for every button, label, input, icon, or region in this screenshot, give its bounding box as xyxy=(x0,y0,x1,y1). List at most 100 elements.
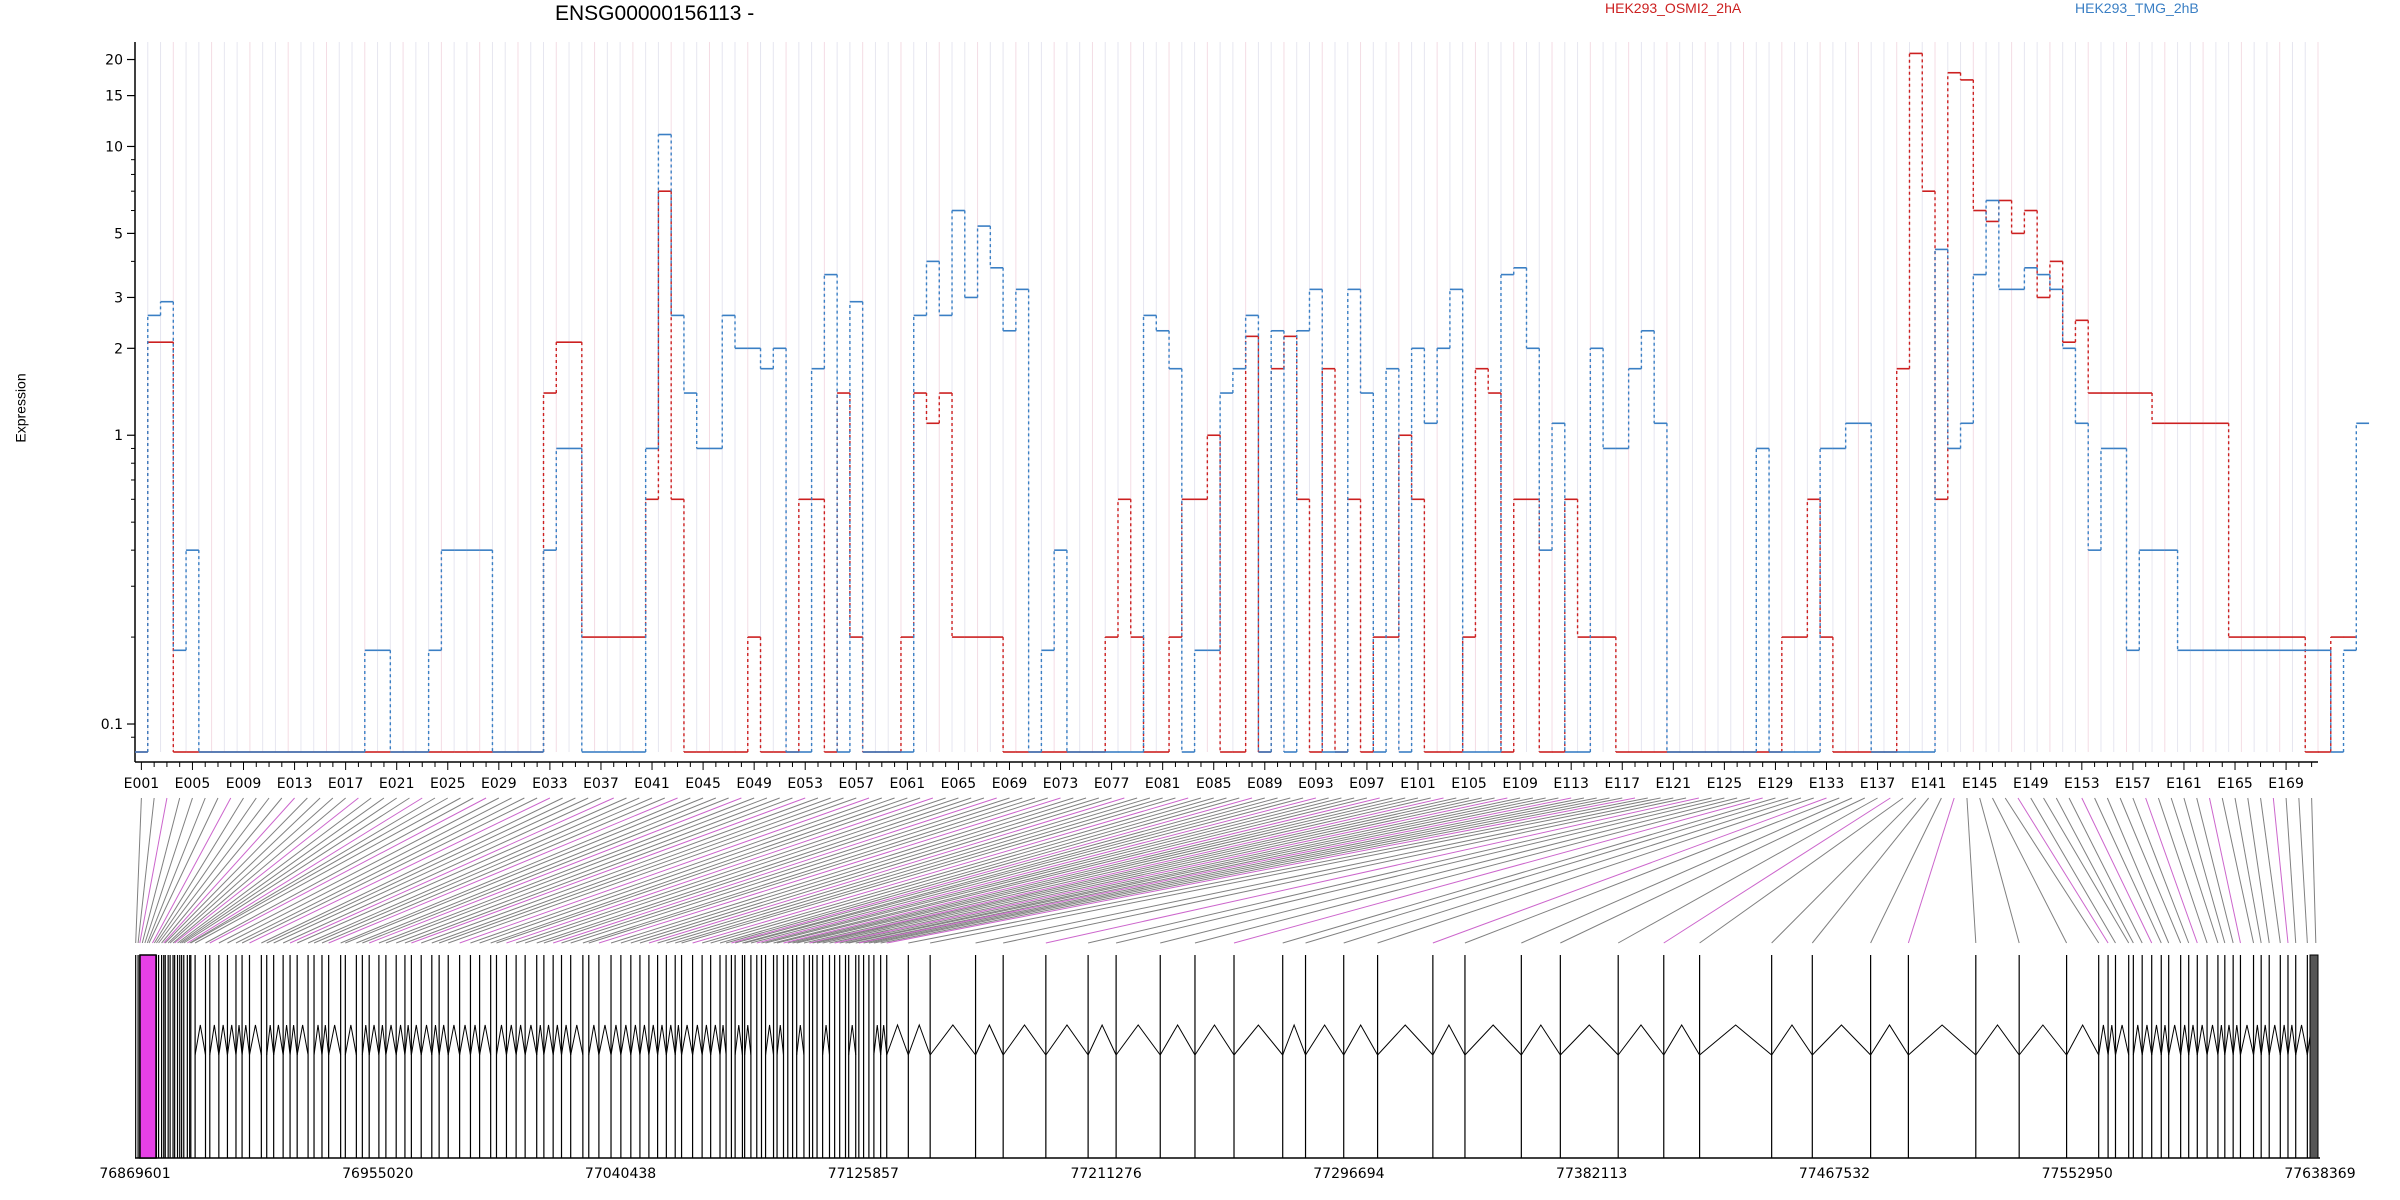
exon-stripes xyxy=(134,42,2319,752)
x-tick-label: E073 xyxy=(1043,776,1079,792)
exon-connector xyxy=(459,797,870,944)
intron-chevron xyxy=(273,1024,284,1056)
exon-connector xyxy=(431,797,831,944)
exon-connector xyxy=(1560,797,1866,944)
genomic-tick-label: 77552950 xyxy=(2042,1166,2113,1182)
exon-connector xyxy=(2119,797,2182,944)
exon-connector xyxy=(536,797,972,944)
genomic-tick-labels: 76869601 76955020 77040438 77125857 77211276… xyxy=(99,1166,2355,1182)
intron-chevron xyxy=(2279,1024,2289,1056)
exon-connector xyxy=(2183,797,2226,944)
exon-connector xyxy=(139,797,168,944)
exon-connector xyxy=(868,797,1597,944)
exon-connector xyxy=(404,797,793,944)
intron-chevron xyxy=(1194,1024,1235,1056)
x-tick-label: E105 xyxy=(1451,776,1487,792)
exon-connector xyxy=(588,797,1048,944)
exon-connector xyxy=(241,797,538,944)
intron-chevron xyxy=(681,1024,694,1056)
x-tick-label: E145 xyxy=(1962,776,1998,792)
y-tick-label: 1 xyxy=(114,428,123,444)
exon-connector xyxy=(515,797,946,944)
intron-chevron xyxy=(226,1024,237,1056)
y-tick-label: 10 xyxy=(105,139,123,155)
exon-connector xyxy=(205,797,474,944)
intron-chevron xyxy=(1464,1024,1522,1056)
exon-connector xyxy=(803,797,1431,944)
intron-chevron xyxy=(610,1024,622,1056)
x-tick-label: E029 xyxy=(481,776,517,792)
exon-connector xyxy=(181,797,397,944)
intron-chevron xyxy=(2196,1024,2208,1056)
exon-connector xyxy=(1343,797,1802,944)
intron-chevron xyxy=(2018,1024,2067,1056)
exon-connector xyxy=(174,797,359,944)
y-tick-label: 5 xyxy=(114,226,123,242)
exon-connector xyxy=(776,797,1368,944)
exon-connector xyxy=(266,797,576,944)
y-tick-label: 3 xyxy=(114,290,123,306)
intron-chevron xyxy=(2107,1024,2116,1056)
intron-chevron xyxy=(701,1024,712,1056)
exon-connector xyxy=(396,797,780,944)
intron-chevron xyxy=(639,1024,650,1056)
intron-chevron xyxy=(505,1024,517,1056)
intron-chevron xyxy=(1377,1024,1434,1056)
exon-connector xyxy=(438,797,844,944)
exon-connector xyxy=(734,797,1265,944)
intron-chevron xyxy=(2098,1024,2109,1056)
exon-connector xyxy=(2132,797,2190,944)
exon-connector xyxy=(666,797,1151,944)
legend-series-1: HEK293_OSMI2_2hA xyxy=(1605,0,1742,16)
exon-connector xyxy=(639,797,1112,944)
exon-connector xyxy=(1377,797,1814,944)
intron-chevron xyxy=(2217,1024,2226,1056)
intron-chevron xyxy=(1617,1024,1665,1056)
exon-connector xyxy=(356,797,717,944)
intron-chevron xyxy=(907,1023,931,1056)
exon-connector xyxy=(816,797,1470,944)
intron-chevron xyxy=(796,1024,805,1056)
exon-connector xyxy=(296,797,627,944)
exon-connector xyxy=(701,797,1202,944)
exon-connector xyxy=(2157,797,2208,944)
exon-connector xyxy=(169,797,334,944)
exon-connector xyxy=(710,797,1214,944)
intron-chevron xyxy=(1045,1024,1089,1056)
intron-chevron xyxy=(235,1024,243,1056)
intron-chevron xyxy=(692,1024,703,1056)
x-tick-label: E129 xyxy=(1758,776,1794,792)
exon-connector xyxy=(1464,797,1840,944)
intron-chevron xyxy=(1233,1024,1284,1056)
intron-chevron xyxy=(296,1024,309,1056)
intron-chevron xyxy=(431,1024,440,1056)
x-tick-label: E121 xyxy=(1656,776,1692,792)
x-tick-label: E069 xyxy=(992,776,1028,792)
exon-connector xyxy=(1992,797,2068,944)
intron-chevron xyxy=(321,1024,330,1056)
x-tick-label: E109 xyxy=(1502,776,1538,792)
exon-connector xyxy=(692,797,1189,944)
exon-connector xyxy=(448,797,857,944)
exon-connector xyxy=(307,797,640,944)
intron-chevron xyxy=(469,1024,481,1056)
exon-connector xyxy=(1087,797,1712,944)
genomic-tick-label: 77125857 xyxy=(828,1166,899,1182)
exon-connector xyxy=(369,797,742,944)
exon-connector xyxy=(2055,797,2134,944)
exon-connector xyxy=(2272,797,2289,944)
exon-connector xyxy=(863,797,1585,944)
intron-chevron xyxy=(2141,1024,2153,1056)
exon-connector xyxy=(153,797,244,944)
intron-chevron xyxy=(344,1024,357,1056)
intron-chevron xyxy=(404,1024,412,1056)
exon-connector xyxy=(908,797,1648,944)
x-tick-label: E053 xyxy=(787,776,823,792)
series-2 xyxy=(135,133,2370,753)
exon-connector xyxy=(156,797,257,944)
intron-chevron xyxy=(1870,1024,1909,1056)
intron-chevron xyxy=(2151,1024,2162,1056)
x-tick-label: E009 xyxy=(226,776,262,792)
intron-chevron xyxy=(929,1024,976,1056)
x-tick-label: E113 xyxy=(1553,776,1589,792)
